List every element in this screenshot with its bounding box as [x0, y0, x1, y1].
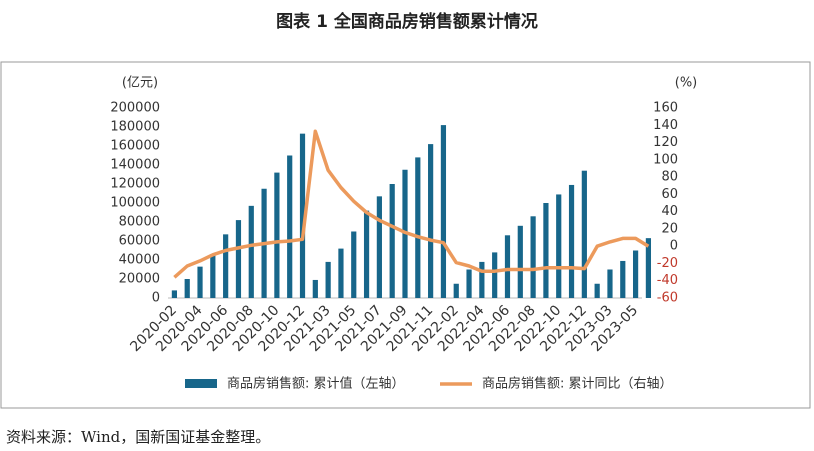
y2-tick-label: -20	[657, 256, 678, 271]
bar	[517, 225, 523, 298]
y-tick-label: 80000	[119, 215, 160, 230]
bar	[504, 235, 511, 298]
bar	[645, 238, 652, 298]
bar	[607, 269, 613, 298]
bar	[453, 283, 459, 298]
bar	[543, 203, 549, 298]
bar	[620, 260, 626, 298]
y2-tick-label: 80	[661, 170, 678, 185]
bar	[338, 248, 344, 298]
bar	[581, 170, 587, 298]
y2-tick-label: 100	[653, 152, 678, 167]
y-tick-label: 120000	[110, 177, 160, 192]
legend-label: 商品房销售额: 累计同比（右轴）	[482, 376, 673, 392]
y-tick-label: 200000	[110, 101, 160, 116]
bar	[223, 234, 229, 298]
bar	[415, 157, 421, 298]
y2-tick-label: 140	[653, 118, 678, 133]
bar	[428, 144, 434, 298]
y2-tick-label: -40	[657, 273, 678, 288]
y2-tick-label: 40	[661, 204, 678, 219]
y2-tick-label: 160	[653, 101, 678, 116]
y2-tick-label: -60	[657, 291, 678, 306]
chart-title: 图表 1 全国商品房销售额累计情况	[276, 11, 538, 32]
bar	[235, 220, 242, 298]
bar	[312, 279, 318, 298]
y2-tick-label: 20	[661, 221, 678, 236]
bar	[299, 133, 306, 298]
y-tick-label: 0	[152, 291, 160, 306]
bar	[184, 279, 190, 298]
bar	[632, 250, 639, 298]
y-tick-label: 60000	[119, 234, 160, 249]
source-note: 资料来源：Wind，国新国证基金整理。	[6, 428, 270, 446]
bar	[440, 125, 447, 298]
legend-swatch	[185, 379, 217, 388]
y2-axis-unit: (%)	[675, 76, 698, 91]
bar	[556, 194, 562, 298]
y2-tick-label: 60	[661, 187, 678, 202]
bar	[568, 184, 575, 298]
legend-label: 商品房销售额: 累计值（左轴）	[227, 376, 405, 392]
y-tick-label: 140000	[110, 158, 160, 173]
bar	[389, 184, 395, 298]
bar	[351, 231, 357, 298]
line-series	[173, 129, 650, 279]
y-tick-label: 40000	[119, 253, 160, 268]
chart-frame	[0, 61, 811, 409]
bar	[274, 172, 280, 298]
y-axis-unit: (亿元)	[122, 76, 158, 91]
bar	[248, 205, 254, 298]
bar	[325, 261, 331, 298]
y-tick-label: 180000	[110, 120, 160, 135]
y-tick-label: 20000	[119, 272, 160, 287]
bar	[530, 216, 536, 298]
bar	[479, 261, 485, 298]
bar	[466, 269, 472, 298]
bar	[171, 290, 178, 298]
bar	[594, 283, 600, 298]
bar	[376, 196, 382, 298]
bar	[210, 254, 216, 298]
bar	[287, 155, 293, 298]
y2-tick-label: 120	[653, 135, 678, 150]
bar	[363, 210, 370, 298]
bar	[492, 252, 498, 298]
bar	[197, 266, 203, 298]
y2-tick-label: 0	[670, 239, 678, 254]
y-tick-label: 100000	[110, 196, 160, 211]
y-tick-label: 160000	[110, 139, 160, 154]
